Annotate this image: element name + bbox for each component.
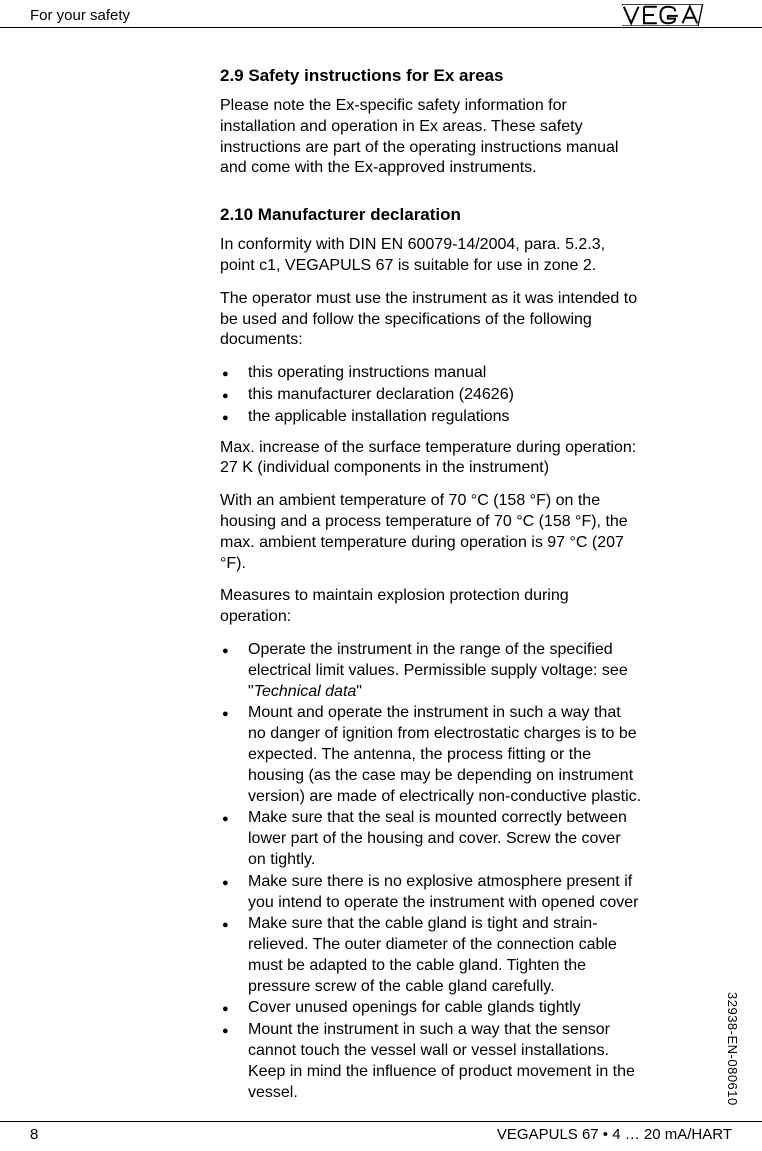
list-item: Make sure that the seal is mounted corre… [220,808,642,870]
list-item: Cover unused openings for cable glands t… [220,998,642,1019]
list-item: this manufacturer declaration (24626) [220,385,642,406]
list-item: the applicable installation regulations [220,407,642,428]
document-id: 32938-EN-080610 [725,992,740,1106]
page-header: For your safety [0,0,762,28]
list-item: Mount the instrument in such a way that … [220,1020,642,1103]
list-item: Make sure there is no explosive atmosphe… [220,872,642,914]
header-section-title: For your safety [30,7,130,24]
paragraph: Measures to maintain explosion protectio… [220,586,642,628]
paragraph: The operator must use the instrument as … [220,289,642,351]
list-item: Mount and operate the instrument in such… [220,703,642,807]
main-content: 2.9 Safety instructions for Ex areas Ple… [0,66,762,1103]
vega-logo [622,4,732,26]
page-number: 8 [30,1126,38,1143]
section-heading-2-9: 2.9 Safety instructions for Ex areas [220,66,642,86]
paragraph: Max. increase of the surface temperature… [220,438,642,480]
paragraph: Please note the Ex-specific safety infor… [220,96,642,179]
footer-product-info: VEGAPULS 67 • 4 … 20 mA/HART [497,1126,732,1143]
section-heading-2-10: 2.10 Manufacturer declaration [220,205,642,225]
paragraph: With an ambient temperature of 70 °C (15… [220,491,642,574]
list-item: Operate the instrument in the range of t… [220,640,642,702]
list-item: this operating instructions manual [220,363,642,384]
paragraph: In conformity with DIN EN 60079-14/2004,… [220,235,642,277]
list-item: Make sure that the cable gland is tight … [220,914,642,997]
list-item-text: " [356,683,362,700]
bullet-list: this operating instructions manual this … [220,363,642,427]
bullet-list: Operate the instrument in the range of t… [220,640,642,1104]
page-footer: 8 VEGAPULS 67 • 4 … 20 mA/HART [0,1121,762,1151]
list-item-italic: Technical data [254,683,357,700]
